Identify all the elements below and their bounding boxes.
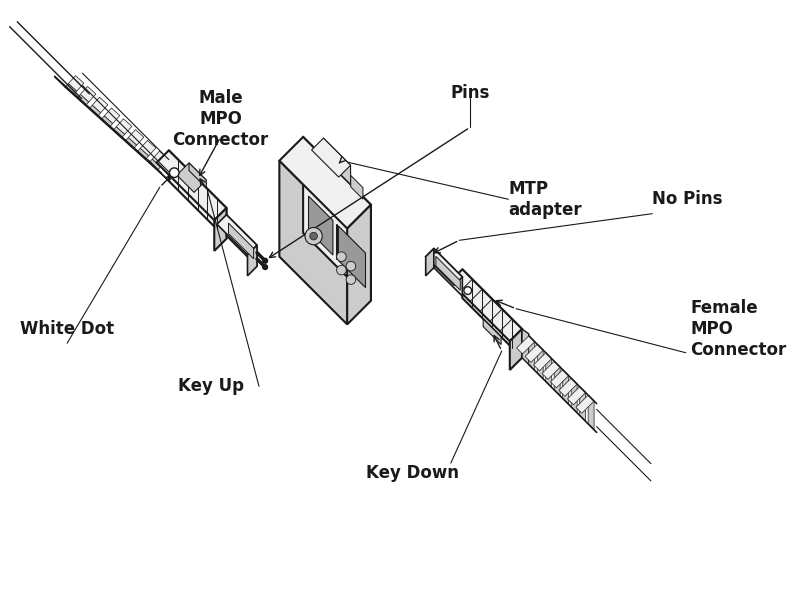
Polygon shape [580, 386, 586, 421]
Polygon shape [462, 269, 522, 358]
Polygon shape [152, 151, 168, 167]
Polygon shape [426, 248, 434, 276]
Polygon shape [426, 248, 462, 285]
Polygon shape [279, 161, 347, 325]
Text: Male
MPO
Connector: Male MPO Connector [173, 89, 269, 149]
Text: No Pins: No Pins [652, 190, 722, 208]
Polygon shape [226, 215, 257, 266]
Polygon shape [149, 159, 161, 170]
Polygon shape [189, 163, 206, 188]
Polygon shape [137, 148, 149, 160]
Circle shape [305, 227, 322, 245]
Polygon shape [450, 269, 522, 341]
Polygon shape [303, 137, 371, 301]
Polygon shape [128, 130, 144, 145]
Polygon shape [214, 208, 226, 251]
Circle shape [337, 265, 346, 275]
Polygon shape [559, 378, 577, 397]
Polygon shape [78, 94, 89, 106]
Polygon shape [311, 138, 350, 177]
Polygon shape [576, 395, 594, 413]
Polygon shape [323, 138, 350, 184]
Polygon shape [101, 116, 113, 127]
Polygon shape [113, 127, 125, 138]
Polygon shape [92, 97, 108, 113]
Polygon shape [140, 140, 156, 156]
Text: Pins: Pins [450, 84, 490, 102]
Polygon shape [562, 370, 569, 404]
Polygon shape [350, 175, 363, 199]
Polygon shape [571, 378, 577, 413]
Circle shape [262, 259, 267, 263]
Polygon shape [542, 361, 560, 379]
Polygon shape [279, 137, 371, 229]
Circle shape [464, 287, 471, 295]
Polygon shape [567, 386, 586, 405]
Polygon shape [510, 329, 522, 370]
Polygon shape [68, 76, 84, 91]
Polygon shape [169, 151, 226, 239]
Text: White Dot: White Dot [20, 320, 114, 338]
Polygon shape [588, 395, 594, 430]
Polygon shape [338, 226, 366, 287]
Circle shape [310, 232, 318, 240]
Circle shape [346, 262, 356, 271]
Polygon shape [529, 336, 534, 370]
Circle shape [346, 275, 356, 284]
Polygon shape [157, 151, 226, 220]
Text: Key Up: Key Up [178, 377, 244, 395]
Polygon shape [177, 163, 206, 193]
Polygon shape [522, 329, 529, 365]
Text: MTP
adapter: MTP adapter [508, 180, 582, 218]
Polygon shape [347, 205, 371, 325]
Polygon shape [517, 336, 534, 354]
Text: Female
MPO
Connector: Female MPO Connector [690, 299, 787, 359]
Polygon shape [148, 160, 169, 181]
Polygon shape [104, 108, 120, 124]
Polygon shape [434, 248, 462, 296]
Text: Key Down: Key Down [366, 464, 459, 482]
Polygon shape [309, 196, 333, 255]
Polygon shape [229, 223, 254, 259]
Circle shape [337, 252, 346, 262]
Polygon shape [436, 256, 460, 290]
Polygon shape [525, 344, 543, 362]
Circle shape [170, 168, 179, 178]
Polygon shape [66, 83, 77, 95]
Polygon shape [247, 245, 257, 276]
Polygon shape [116, 119, 132, 134]
Polygon shape [554, 361, 560, 396]
Polygon shape [125, 137, 137, 149]
Polygon shape [483, 319, 501, 344]
Polygon shape [550, 370, 569, 388]
Circle shape [262, 265, 267, 269]
Polygon shape [217, 215, 257, 255]
Polygon shape [538, 344, 543, 379]
Polygon shape [80, 86, 96, 102]
Polygon shape [534, 353, 552, 371]
Polygon shape [546, 353, 552, 388]
Polygon shape [90, 105, 101, 116]
